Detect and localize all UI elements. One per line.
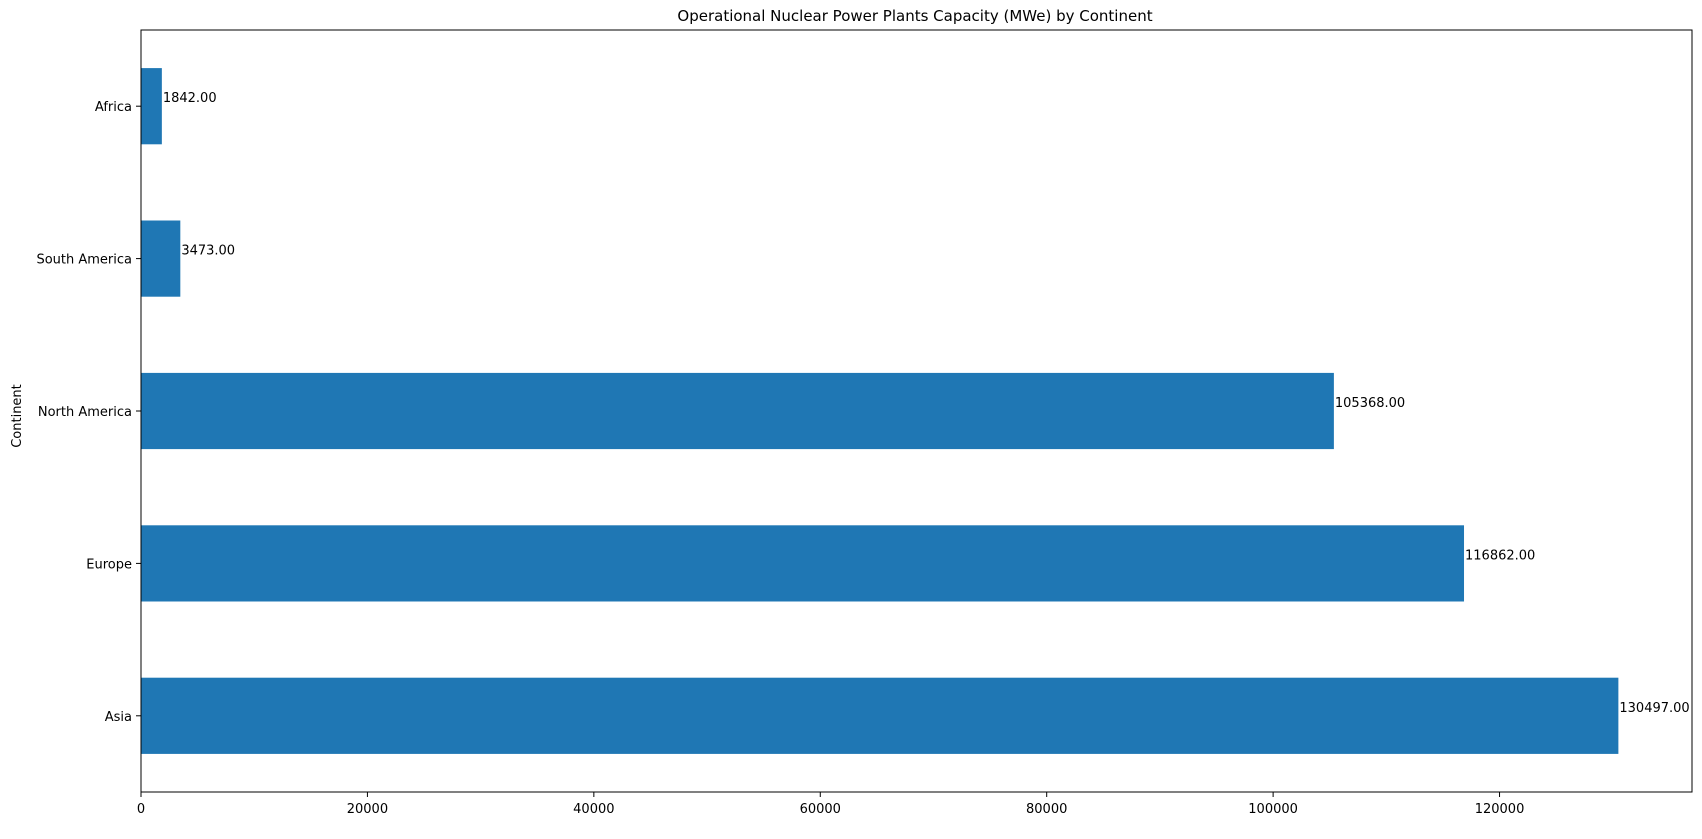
plot-frame <box>140 29 1693 793</box>
value-labels-layer: 130497.00 116862.00 105368.00 3473.00 1842.0… <box>163 91 1690 716</box>
x-tick-label: 120000 <box>1475 802 1525 817</box>
x-axis-ticks: 0 20000 40000 60000 80000 100000 120000 <box>137 792 1525 817</box>
value-label: 105368.00 <box>1335 396 1405 411</box>
x-tick-label: 100000 <box>1248 802 1298 817</box>
x-tick-label: 80000 <box>1026 802 1067 817</box>
bar-europe <box>141 525 1465 602</box>
value-label: 1842.00 <box>163 91 217 106</box>
x-tick-label: 0 <box>137 802 145 817</box>
chart-title: Operational Nuclear Power Plants Capacit… <box>677 7 1152 25</box>
x-tick-label: 60000 <box>800 802 841 817</box>
y-axis-ticks: Asia Europe North America South America Afri… <box>36 100 141 725</box>
y-tick-label: Africa <box>95 100 132 115</box>
value-label: 130497.00 <box>1619 701 1689 716</box>
y-tick-label: South America <box>36 253 132 268</box>
x-tick-label: 40000 <box>573 802 614 817</box>
x-tick-label: 20000 <box>347 802 388 817</box>
bar-north-america <box>141 372 1334 450</box>
bar-south-america <box>141 220 181 297</box>
y-tick-label: Asia <box>105 710 132 725</box>
bar-africa <box>141 68 162 145</box>
bars-layer <box>141 68 1619 754</box>
value-label: 116862.00 <box>1465 548 1535 563</box>
bar-asia <box>141 677 1619 754</box>
y-tick-label: Europe <box>86 557 132 572</box>
value-label: 3473.00 <box>181 244 235 259</box>
y-axis-label: Continent <box>10 384 25 448</box>
y-tick-label: North America <box>38 405 132 420</box>
